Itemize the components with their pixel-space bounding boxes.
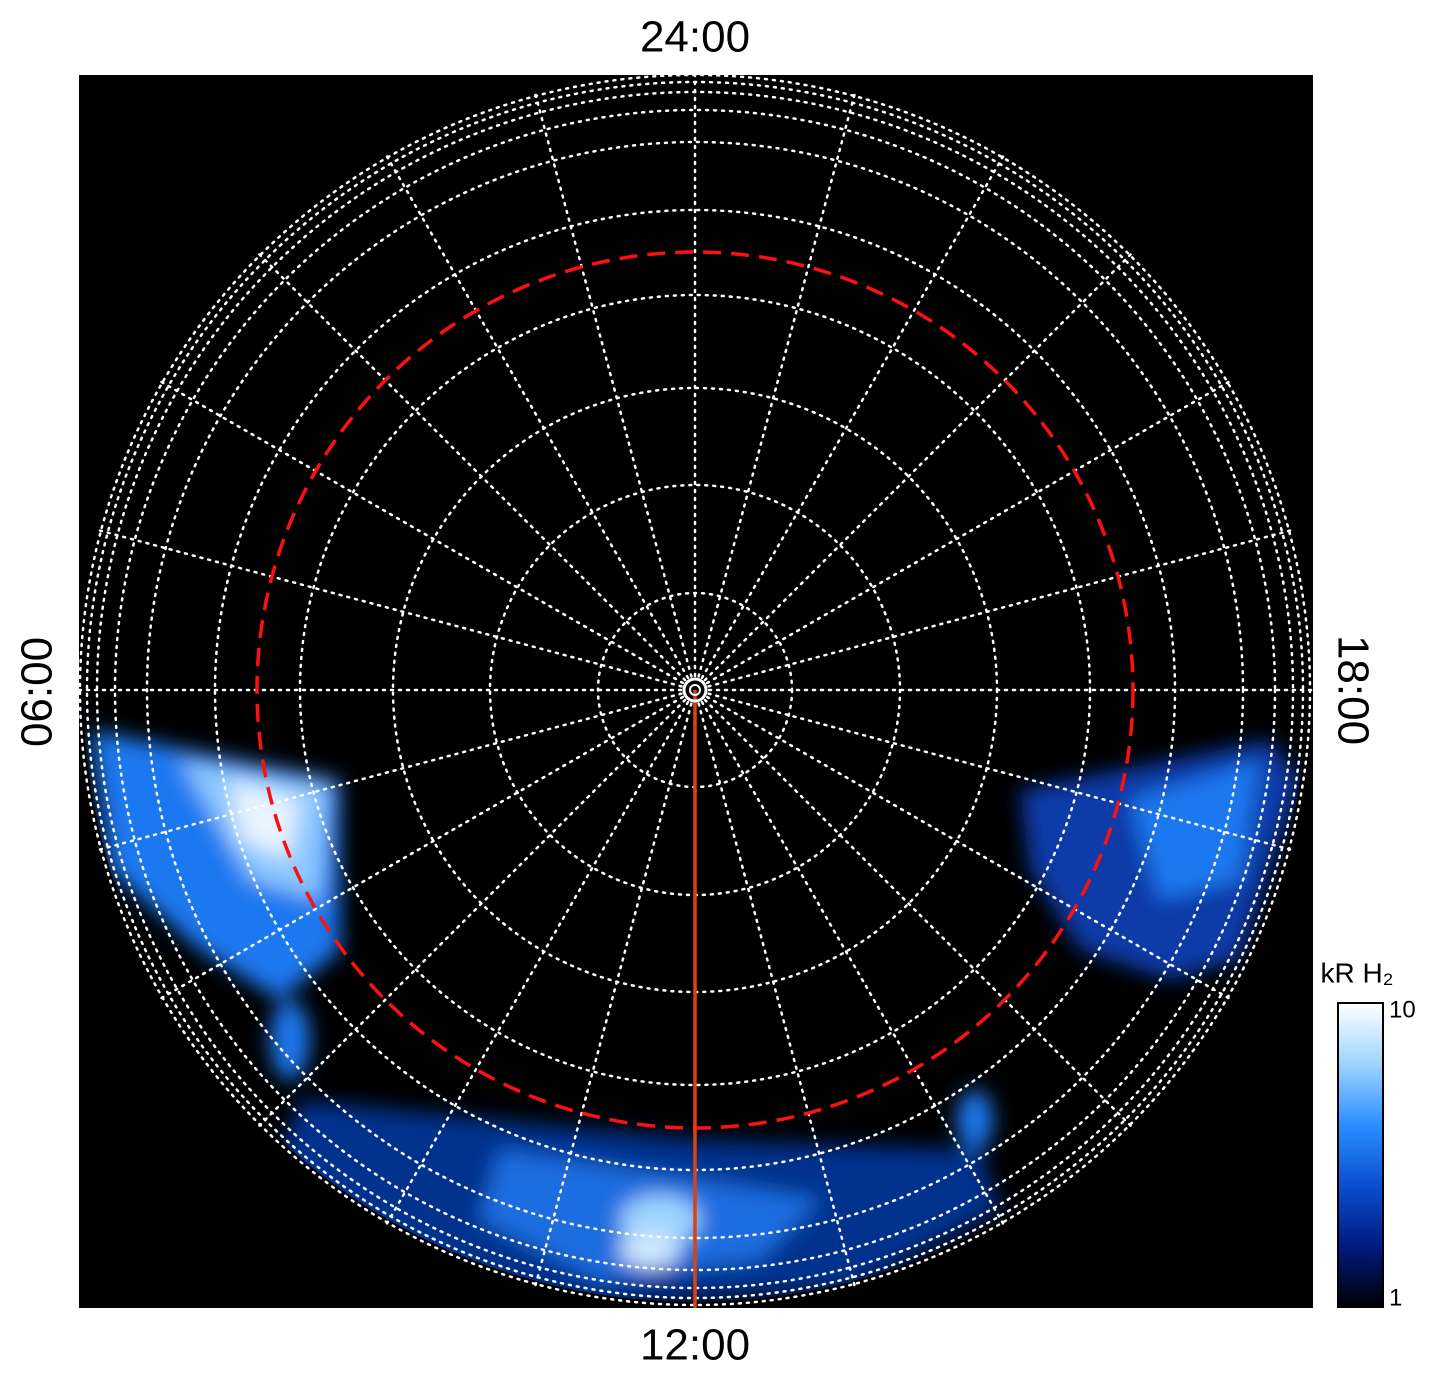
aurora-patch [270, 1000, 310, 1080]
grid-spoke [707, 692, 1296, 852]
angle-label-bottom: 12:00 [640, 1321, 750, 1370]
colorbar [1337, 1002, 1384, 1308]
grid-spoke [705, 378, 1234, 685]
grid-spoke [700, 151, 1007, 680]
grid-spoke [533, 89, 693, 678]
grid-spoke [700, 700, 1007, 1229]
angle-label-right: 18:00 [1328, 635, 1377, 745]
aurora-noon-peak [620, 1195, 700, 1245]
grid-spoke [94, 692, 683, 852]
colorbar-label: kR H₂ [1320, 957, 1393, 988]
grid-spoke [255, 698, 687, 1130]
grid-circle [298, 293, 1092, 1087]
angle-label-left: 06:00 [13, 637, 62, 747]
grid-spoke [533, 702, 693, 1291]
grid-spoke [94, 528, 683, 688]
pole-marker [689, 684, 701, 696]
colorbar-tick-label: 10 [1389, 996, 1416, 1023]
grid-circle [145, 140, 1245, 1240]
aurora-dawn-peak [230, 780, 300, 860]
grid-spoke [255, 250, 687, 682]
aurora-patch [957, 1090, 993, 1150]
grid-spoke [705, 695, 1234, 1002]
grid-spoke [697, 89, 857, 678]
grid-spoke [707, 528, 1296, 688]
grid-spoke [156, 695, 685, 1002]
grid-spoke [697, 702, 857, 1291]
aurora-noon-peak [620, 1232, 680, 1268]
grid-spoke [703, 250, 1135, 682]
grid-spoke [383, 151, 690, 680]
pole-marker [682, 677, 708, 703]
colorbar-tick-label: 1 [1389, 1284, 1402, 1311]
grid-spoke [383, 700, 690, 1229]
grid-spoke [156, 378, 685, 685]
angle-label-top: 24:00 [640, 13, 750, 62]
grid-spoke [703, 698, 1135, 1130]
